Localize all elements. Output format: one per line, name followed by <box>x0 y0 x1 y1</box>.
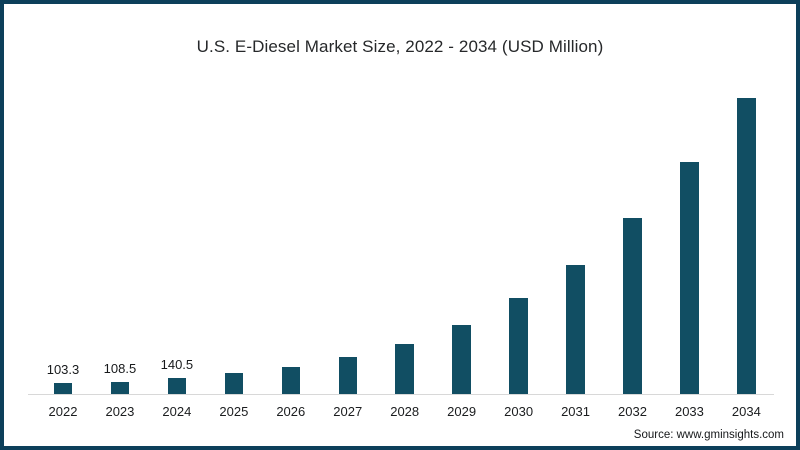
bar-2024 <box>167 378 187 394</box>
bar-2028 <box>395 344 414 394</box>
bar-2031 <box>566 265 585 394</box>
x-axis-label-2032: 2032 <box>618 404 647 419</box>
x-axis-label-2030: 2030 <box>504 404 534 419</box>
x-axis-label-2034: 2034 <box>731 404 761 419</box>
bar-2033 <box>680 161 699 394</box>
x-axis-label-2022: 2022 <box>48 404 78 419</box>
x-axis-line <box>28 394 774 395</box>
bar-2032 <box>623 217 642 394</box>
x-axis-label-2024: 2024 <box>162 404 192 419</box>
bar-2029 <box>452 325 471 394</box>
value-label-2022: 103.3 <box>46 361 80 377</box>
value-label-2024: 140.5 <box>160 357 194 373</box>
x-axis-label-2031: 2031 <box>561 404 590 419</box>
x-axis-label-2033: 2033 <box>674 404 704 419</box>
bar-2027 <box>338 357 357 394</box>
value-label-2023: 108.5 <box>103 360 137 376</box>
x-axis-label-2025: 2025 <box>219 404 249 419</box>
bar-2026 <box>281 366 301 394</box>
bar-2034 <box>737 97 756 394</box>
bar-2022 <box>53 382 73 394</box>
bar-2025 <box>224 372 244 394</box>
x-axis-label-2023: 2023 <box>105 404 135 419</box>
x-axis-label-2029: 2029 <box>447 404 477 419</box>
x-axis-label-2028: 2028 <box>390 404 420 419</box>
plot-area: 2022 103.3 2023 108.5 2024 140.5 2025 2026 2027 2… <box>4 4 796 446</box>
x-axis-label-2027: 2027 <box>333 404 363 419</box>
chart-title: U.S. E-Diesel Market Size, 2022 - 2034 (… <box>196 37 604 56</box>
bar-2030 <box>509 298 528 394</box>
source-attribution: Source: www.gminsights.com <box>633 429 784 441</box>
x-axis-label-2026: 2026 <box>276 404 306 419</box>
bar-2023 <box>110 381 130 394</box>
